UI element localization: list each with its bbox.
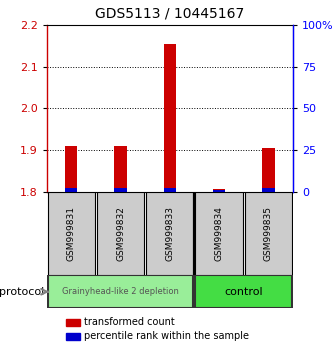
Bar bbox=[48, 192, 95, 275]
Text: control: control bbox=[224, 287, 263, 297]
Bar bbox=[115, 146, 127, 192]
Bar bbox=[213, 190, 225, 192]
Bar bbox=[65, 188, 77, 192]
Bar bbox=[164, 44, 176, 192]
Bar bbox=[146, 192, 193, 275]
Text: protocol: protocol bbox=[0, 287, 44, 297]
Bar bbox=[195, 275, 292, 308]
Text: GSM999834: GSM999834 bbox=[214, 206, 224, 261]
Bar bbox=[262, 188, 275, 192]
Text: GSM999832: GSM999832 bbox=[116, 206, 125, 261]
Bar bbox=[97, 192, 144, 275]
Bar bbox=[65, 146, 77, 192]
Bar bbox=[245, 192, 292, 275]
Bar bbox=[115, 188, 127, 192]
Text: GSM999831: GSM999831 bbox=[67, 206, 76, 261]
Text: Grainyhead-like 2 depletion: Grainyhead-like 2 depletion bbox=[62, 287, 179, 296]
Bar bbox=[262, 148, 275, 192]
Text: GSM999835: GSM999835 bbox=[264, 206, 273, 261]
Bar bbox=[66, 333, 80, 340]
Bar bbox=[48, 275, 193, 308]
Text: GSM999833: GSM999833 bbox=[165, 206, 174, 261]
Bar bbox=[66, 319, 80, 326]
Text: transformed count: transformed count bbox=[84, 317, 174, 327]
Title: GDS5113 / 10445167: GDS5113 / 10445167 bbox=[95, 7, 244, 21]
Bar bbox=[164, 188, 176, 192]
Bar bbox=[195, 192, 243, 275]
Text: percentile rank within the sample: percentile rank within the sample bbox=[84, 331, 248, 342]
Bar bbox=[213, 189, 225, 192]
